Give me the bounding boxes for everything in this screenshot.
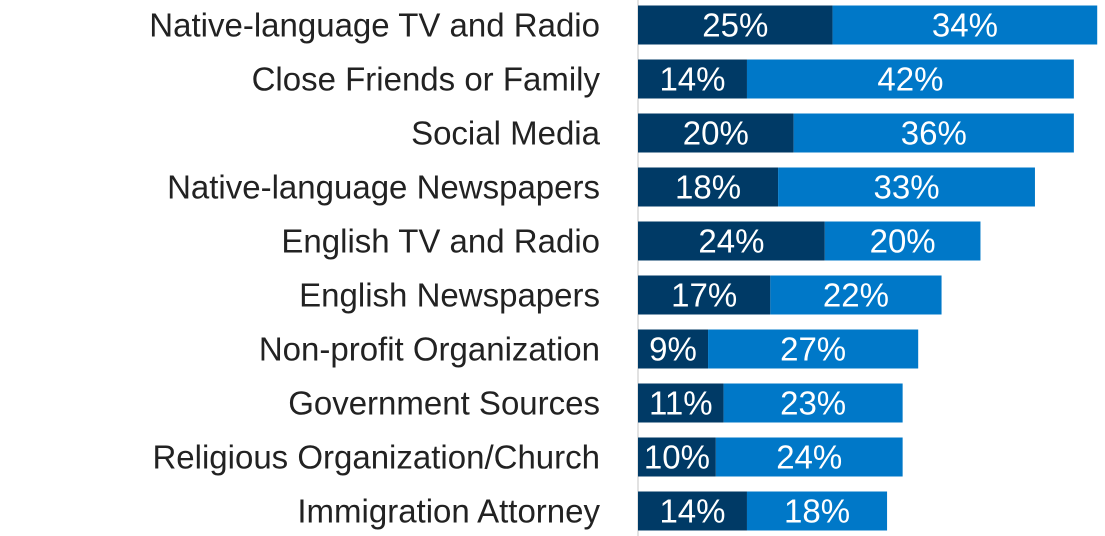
value-label: 23% (780, 385, 846, 422)
bar-segment (778, 167, 1035, 207)
value-label: 9% (649, 331, 697, 368)
category-label: Non-profit Organization (259, 331, 600, 368)
value-label: 25% (702, 7, 768, 44)
value-label: 20% (683, 115, 749, 152)
value-label: 24% (698, 223, 764, 260)
category-label: English TV and Radio (281, 223, 600, 260)
value-label: 14% (659, 493, 725, 530)
category-label: Native-language TV and Radio (149, 7, 600, 44)
bar-segment (638, 383, 724, 423)
category-label: English Newspapers (299, 277, 600, 314)
bar-segment (638, 5, 833, 45)
category-label: Social Media (411, 115, 601, 152)
value-label: 36% (901, 115, 967, 152)
value-label: 20% (870, 223, 936, 260)
value-label: 10% (644, 439, 710, 476)
value-label: 24% (776, 439, 842, 476)
value-label: 42% (877, 61, 943, 98)
category-label: Native-language Newspapers (167, 169, 600, 206)
value-label: 11% (649, 385, 713, 422)
bar-segment (746, 59, 1074, 99)
bar-segment (824, 221, 981, 261)
value-label: 34% (932, 7, 998, 44)
bar-segment (638, 59, 747, 99)
bar-segment (832, 5, 1098, 45)
bar-segment (770, 275, 942, 315)
bar-segment (708, 329, 919, 369)
bar-segment (638, 221, 825, 261)
value-label: 27% (780, 331, 846, 368)
value-label: 17% (671, 277, 737, 314)
bar-segment (723, 383, 903, 423)
value-label: 18% (784, 493, 850, 530)
bar-segment (638, 113, 794, 153)
bar-segment (793, 113, 1074, 153)
category-label: Religious Organization/Church (152, 439, 600, 476)
category-label: Immigration Attorney (297, 493, 600, 530)
bar-segment (638, 491, 747, 531)
bar-segment (638, 329, 709, 369)
bar-segment (638, 167, 779, 207)
value-label: 33% (873, 169, 939, 206)
value-label: 18% (675, 169, 741, 206)
bar-segment (715, 437, 903, 477)
bar-segment (638, 437, 716, 477)
category-label: Government Sources (288, 385, 600, 422)
category-label: Close Friends or Family (252, 61, 601, 98)
value-label: 22% (823, 277, 889, 314)
value-label: 14% (659, 61, 725, 98)
bar-segment (638, 275, 771, 315)
bar-segment (746, 491, 888, 531)
